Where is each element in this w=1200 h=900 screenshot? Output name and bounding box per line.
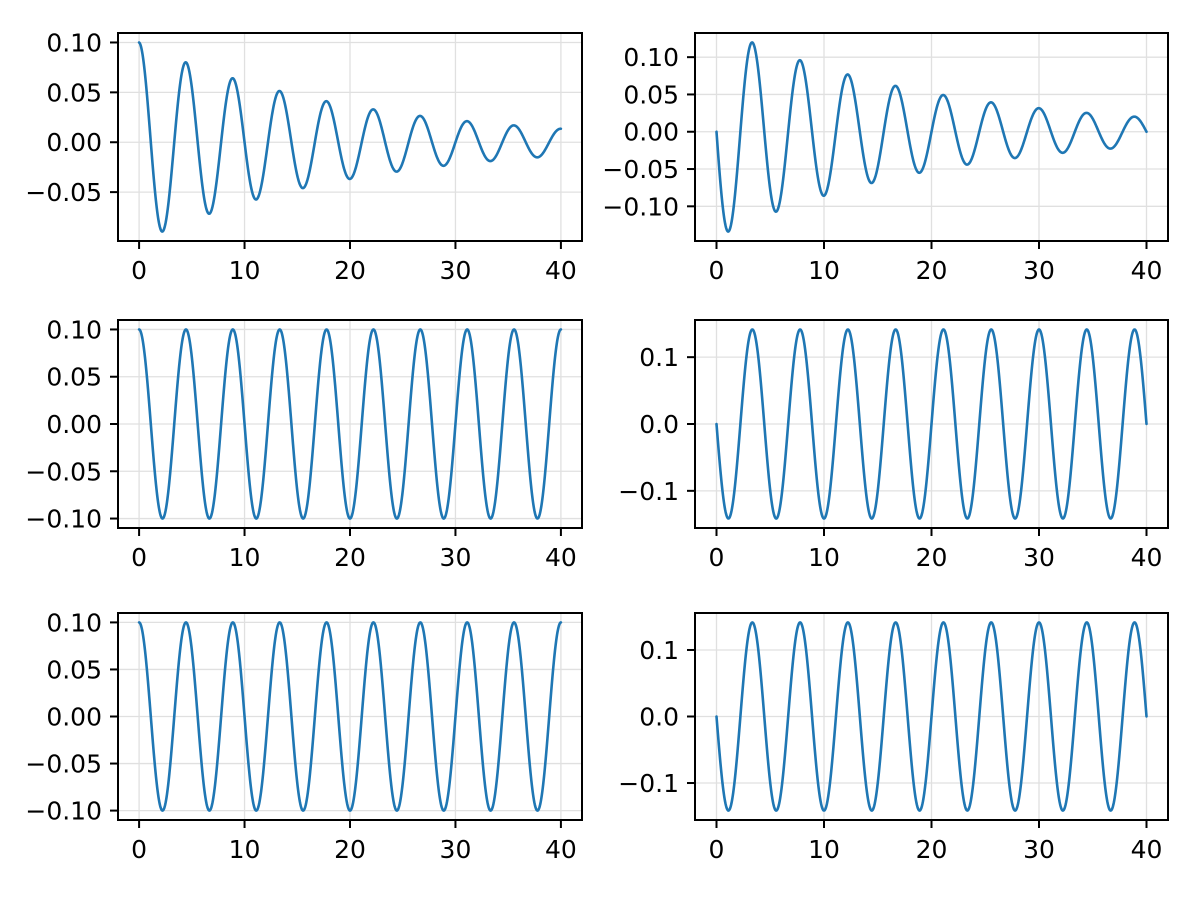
x-tick-label: 0: [131, 256, 147, 285]
y-tick-label: −0.10: [602, 192, 679, 221]
x-tick-label: 0: [709, 835, 725, 864]
y-tick-label: −0.10: [25, 505, 102, 534]
series-line: [137, 621, 563, 812]
y-tick-label: −0.10: [25, 797, 102, 826]
series-line: [715, 621, 1148, 812]
x-tick-label: 10: [229, 835, 261, 864]
series-line: [137, 41, 563, 233]
y-tick-label: 0.00: [46, 410, 102, 439]
x-tick-label: 30: [440, 835, 472, 864]
x-tick-label: 10: [808, 835, 840, 864]
x-tick-label: 40: [1131, 256, 1163, 285]
y-tick-label: 0.10: [46, 608, 102, 637]
y-tick-label: 0.00: [46, 703, 102, 732]
y-tick-label: 0.00: [46, 128, 102, 157]
y-tick-label: 0.05: [46, 363, 102, 392]
subplot-damped-position: 0 10 20 30 40 0.10 0.05 0.00 −0.05: [25, 28, 583, 285]
y-tick-label: −0.1: [618, 769, 679, 798]
y-tick-label: 0.10: [623, 43, 679, 72]
y-tick-label: 0.0: [639, 410, 679, 439]
subplot-undamped-position-a: 0 10 20 30 40 0.10 0.05 0.00 −0.05 −0.10: [25, 315, 583, 572]
y-tick-label: 0.10: [46, 28, 102, 57]
x-tick-label: 10: [808, 543, 840, 572]
x-tick-label: 0: [131, 835, 147, 864]
x-tick-label: 40: [545, 835, 577, 864]
x-tick-label: 20: [334, 256, 366, 285]
x-tick-label: 30: [440, 256, 472, 285]
x-tick-label: 20: [334, 835, 366, 864]
y-tick-label: 0.05: [46, 78, 102, 107]
subplot-damped-velocity: 0 10 20 30 40 0.10 0.05 0.00 −0.05 −0.10: [602, 32, 1169, 285]
x-tick-label: 20: [916, 543, 948, 572]
gridlines: [118, 320, 582, 528]
subplot-undamped-velocity-b: 0 10 20 30 40 0.1 0.0 −0.1: [618, 612, 1169, 864]
y-tick-label: 0.1: [639, 343, 679, 372]
gridlines: [118, 33, 582, 241]
series-line: [715, 41, 1148, 233]
y-tick-label: −0.05: [25, 750, 102, 779]
y-tick-label: −0.05: [25, 457, 102, 486]
x-tick-label: 40: [545, 256, 577, 285]
series-line: [715, 328, 1148, 520]
x-tick-label: 0: [131, 543, 147, 572]
series-line: [137, 328, 563, 520]
x-tick-label: 0: [709, 256, 725, 285]
x-tick-label: 0: [709, 543, 725, 572]
x-tick-label: 10: [229, 543, 261, 572]
y-tick-label: 0.0: [639, 703, 679, 732]
x-tick-label: 40: [1131, 835, 1163, 864]
x-tick-label: 10: [229, 256, 261, 285]
x-tick-label: 30: [1023, 256, 1055, 285]
x-tick-label: 20: [916, 256, 948, 285]
x-tick-label: 40: [1131, 543, 1163, 572]
y-tick-label: −0.05: [25, 178, 102, 207]
x-tick-label: 30: [1023, 543, 1055, 572]
y-tick-label: −0.05: [602, 155, 679, 184]
x-tick-label: 20: [334, 543, 366, 572]
y-tick-label: 0.05: [46, 655, 102, 684]
subplot-undamped-velocity-a: 0 10 20 30 40 0.1 0.0 −0.1: [618, 319, 1169, 572]
x-tick-label: 10: [808, 256, 840, 285]
gridlines: [118, 613, 582, 820]
y-tick-label: 0.10: [46, 315, 102, 344]
x-tick-label: 30: [440, 543, 472, 572]
y-tick-label: 0.05: [623, 80, 679, 109]
x-tick-label: 30: [1023, 835, 1055, 864]
y-tick-label: 0.00: [623, 118, 679, 147]
x-tick-label: 40: [545, 543, 577, 572]
y-tick-label: 0.1: [639, 636, 679, 665]
y-tick-label: −0.1: [618, 477, 679, 506]
x-tick-label: 20: [916, 835, 948, 864]
subplot-undamped-position-b: 0 10 20 30 40 0.10 0.05 0.00 −0.05 −0.10: [25, 608, 583, 864]
